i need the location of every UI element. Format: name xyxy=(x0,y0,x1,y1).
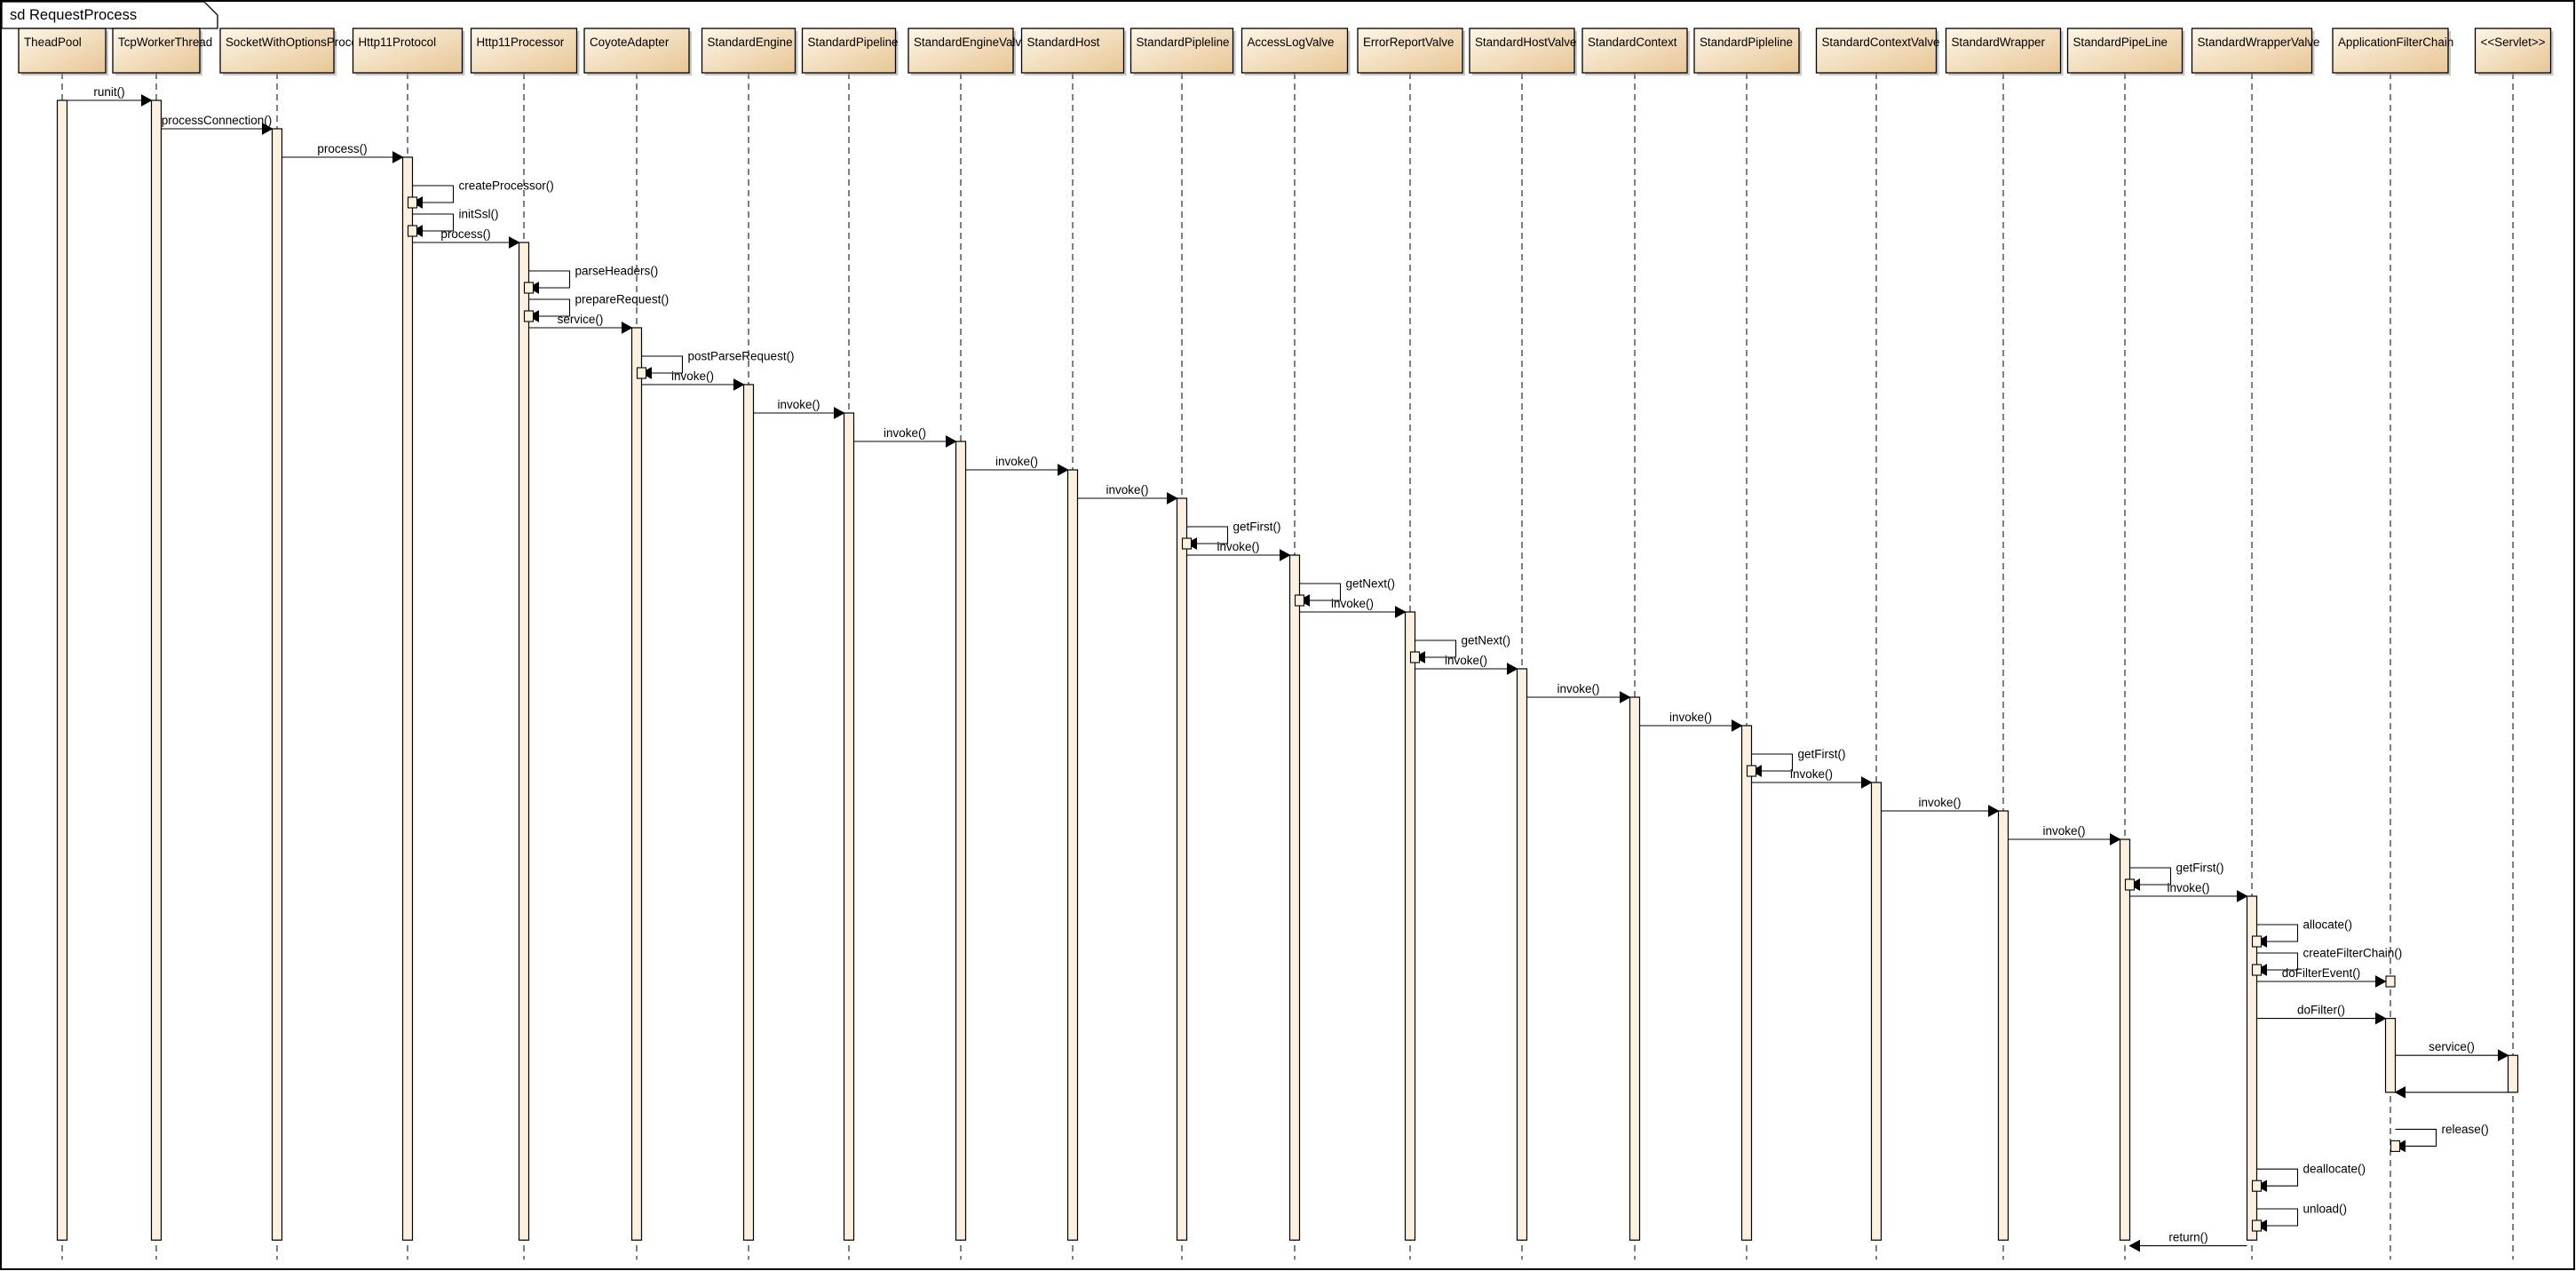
svg-text:CoyoteAdapter: CoyoteAdapter xyxy=(590,36,670,49)
svg-text:StandardPipleline: StandardPipleline xyxy=(1137,36,1230,49)
svg-text:process(): process() xyxy=(317,142,367,155)
svg-text:prepareRequest(): prepareRequest() xyxy=(575,293,670,306)
svg-text:StandardContext: StandardContext xyxy=(1588,36,1677,49)
svg-text:getFirst(): getFirst() xyxy=(2176,862,2224,875)
svg-text:StandardPipeline: StandardPipeline xyxy=(808,36,899,49)
svg-text:ApplicationFilterChain: ApplicationFilterChain xyxy=(2338,36,2453,49)
svg-text:StandardPipleline: StandardPipleline xyxy=(1700,36,1793,49)
svg-text:TcpWorkerThread: TcpWorkerThread xyxy=(118,36,212,49)
svg-text:doFilter(): doFilter() xyxy=(2297,1004,2345,1017)
svg-text:postParseRequest(): postParseRequest() xyxy=(688,350,795,363)
svg-text:service(): service() xyxy=(2429,1040,2475,1053)
svg-text:sd RequestProcess: sd RequestProcess xyxy=(10,7,137,23)
svg-text:StandardEngineValve: StandardEngineValve xyxy=(914,36,1028,49)
svg-text:invoke(): invoke() xyxy=(1217,540,1259,553)
svg-text:invoke(): invoke() xyxy=(1790,767,1833,781)
svg-text:invoke(): invoke() xyxy=(1106,483,1148,496)
svg-text:invoke(): invoke() xyxy=(884,426,926,440)
svg-text:invoke(): invoke() xyxy=(1331,597,1374,610)
svg-text:TheadPool: TheadPool xyxy=(24,36,82,49)
svg-text:getFirst(): getFirst() xyxy=(1233,520,1281,534)
svg-text:invoke(): invoke() xyxy=(1918,796,1961,809)
svg-text:Http11Processor: Http11Processor xyxy=(477,36,565,49)
svg-text:invoke(): invoke() xyxy=(671,369,714,383)
svg-text:invoke(): invoke() xyxy=(777,398,820,411)
svg-text:runit(): runit() xyxy=(93,85,124,99)
svg-text:return(): return() xyxy=(2168,1231,2207,1244)
svg-text:StandardContextValve: StandardContextValve xyxy=(1822,36,1940,49)
svg-text:invoke(): invoke() xyxy=(1557,682,1599,695)
svg-text:allocate(): allocate() xyxy=(2303,918,2353,932)
svg-text:StandardHost: StandardHost xyxy=(1027,36,1100,49)
svg-text:StandardPipeLine: StandardPipeLine xyxy=(2073,36,2168,49)
svg-text:deallocate(): deallocate() xyxy=(2303,1163,2366,1176)
svg-text:invoke(): invoke() xyxy=(2167,881,2209,894)
svg-text:getNext(): getNext() xyxy=(1462,634,1511,647)
svg-text:StandardEngine: StandardEngine xyxy=(708,36,793,49)
svg-text:createProcessor(): createProcessor() xyxy=(459,179,554,193)
svg-text:ErrorReportValve: ErrorReportValve xyxy=(1363,36,1454,49)
svg-text:<<Servlet>>: <<Servlet>> xyxy=(2481,36,2546,49)
svg-text:StandardHostValve: StandardHostValve xyxy=(1475,36,1576,49)
svg-text:StandardWrapperValve: StandardWrapperValve xyxy=(2198,36,2320,49)
svg-text:StandardWrapper: StandardWrapper xyxy=(1952,36,2046,49)
svg-text:AccessLogValve: AccessLogValve xyxy=(1248,36,1335,49)
svg-text:doFilterEvent(): doFilterEvent() xyxy=(2282,966,2361,980)
svg-text:release(): release() xyxy=(2442,1123,2489,1136)
svg-text:getFirst(): getFirst() xyxy=(1798,748,1846,761)
svg-text:invoke(): invoke() xyxy=(2042,824,2085,838)
svg-text:initSsl(): initSsl() xyxy=(459,208,499,221)
svg-text:getNext(): getNext() xyxy=(1346,577,1396,591)
svg-text:invoke(): invoke() xyxy=(995,455,1038,468)
svg-text:createFilterChain(): createFilterChain() xyxy=(2303,947,2403,960)
svg-text:service(): service() xyxy=(558,313,604,326)
svg-text:invoke(): invoke() xyxy=(1445,654,1487,667)
svg-text:parseHeaders(): parseHeaders() xyxy=(575,265,659,278)
svg-text:Http11Protocol: Http11Protocol xyxy=(359,36,437,49)
svg-text:unload(): unload() xyxy=(2303,1203,2348,1216)
svg-text:invoke(): invoke() xyxy=(1669,711,1712,724)
svg-text:process(): process() xyxy=(440,227,490,241)
svg-text:processConnection(): processConnection() xyxy=(162,114,273,127)
